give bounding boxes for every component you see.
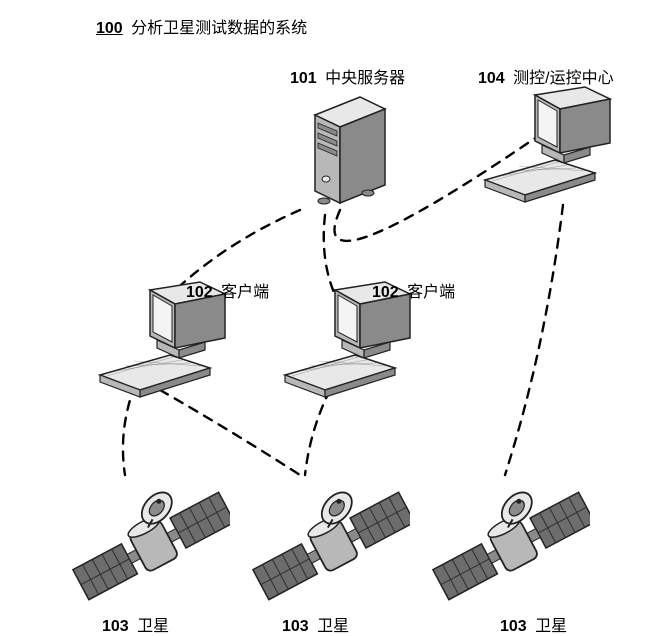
control-ref: 104 (478, 70, 505, 87)
client-right-ref: 102 (372, 284, 399, 301)
satellite-icon (70, 460, 230, 615)
satellite-icon (250, 460, 410, 615)
satellite-node-right (430, 460, 590, 620)
workstation-icon (480, 85, 630, 215)
server-ref: 101 (290, 70, 317, 87)
sat-left-text: 卫星 (137, 618, 169, 635)
title-ref: 100 (96, 20, 123, 37)
server-icon (290, 85, 400, 225)
sat-mid-text: 卫星 (317, 618, 349, 635)
satellite-middle-label: 103 卫星 (282, 612, 349, 636)
sat-right-text: 卫星 (535, 618, 567, 635)
satellite-right-label: 103 卫星 (500, 612, 567, 636)
satellite-icon (430, 460, 590, 615)
server-label: 101 中央服务器 (290, 64, 405, 88)
sat-left-ref: 103 (102, 618, 129, 635)
server-node (290, 85, 400, 230)
diagram-canvas: 100 分析卫星测试数据的系统 101 中央服务器 104 测控/运控中心 10… (0, 0, 653, 635)
client-left-text: 客户端 (221, 284, 269, 301)
sat-right-ref: 103 (500, 618, 527, 635)
control-center-node (480, 85, 630, 220)
server-text: 中央服务器 (325, 70, 405, 87)
client-left-label: 102 客户端 (186, 278, 269, 302)
satellite-left-label: 103 卫星 (102, 612, 169, 636)
client-left-ref: 102 (186, 284, 213, 301)
title-text: 分析卫星测试数据的系统 (131, 20, 307, 37)
sat-mid-ref: 103 (282, 618, 309, 635)
satellite-node-left (70, 460, 230, 620)
client-right-label: 102 客户端 (372, 278, 455, 302)
satellite-node-middle (250, 460, 410, 620)
control-text: 测控/运控中心 (513, 70, 613, 87)
control-center-label: 104 测控/运控中心 (478, 64, 614, 88)
diagram-title: 100 分析卫星测试数据的系统 (96, 14, 307, 38)
client-right-text: 客户端 (407, 284, 455, 301)
